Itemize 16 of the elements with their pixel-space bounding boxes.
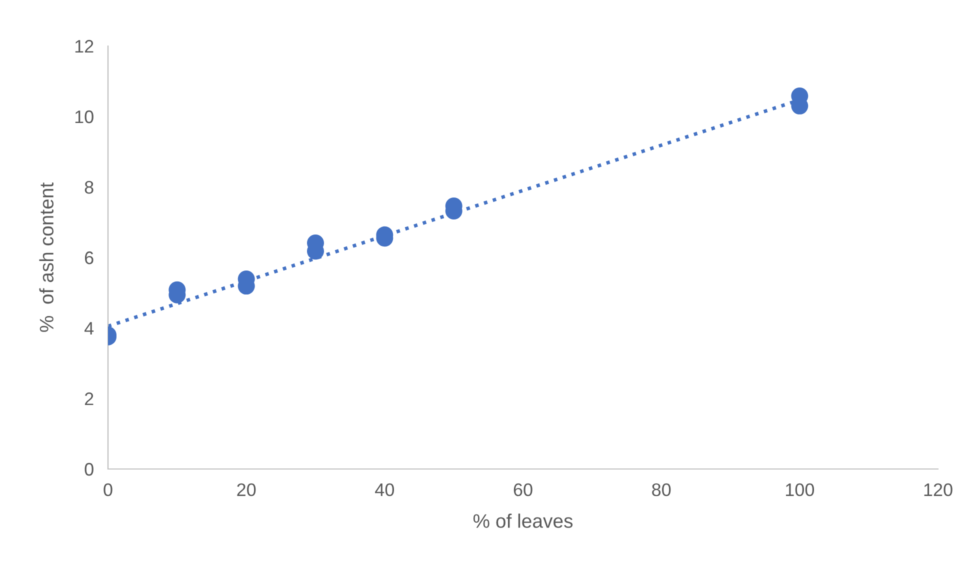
x-axis-title: % of leaves [473, 514, 573, 528]
x-tick-label: 20 [237, 483, 256, 496]
x-tick-label: 60 [514, 483, 532, 496]
y-tick-label: 4 [84, 322, 94, 335]
y-tick-label: 8 [84, 180, 94, 194]
y-tick-label: 12 [75, 40, 94, 53]
x-tick-label: 40 [375, 483, 394, 496]
y-tick-label: 6 [84, 251, 94, 264]
y-axis-title: % of ash content [39, 182, 54, 332]
x-tick-label: 120 [924, 483, 952, 496]
x-tick-label: 80 [652, 483, 671, 496]
y-tick-label: 2 [84, 392, 94, 406]
y-tick-label: 10 [75, 110, 94, 124]
x-tick-label: 100 [786, 483, 814, 496]
x-tick-label: 0 [104, 483, 112, 496]
y-tick-label: 0 [84, 462, 94, 476]
